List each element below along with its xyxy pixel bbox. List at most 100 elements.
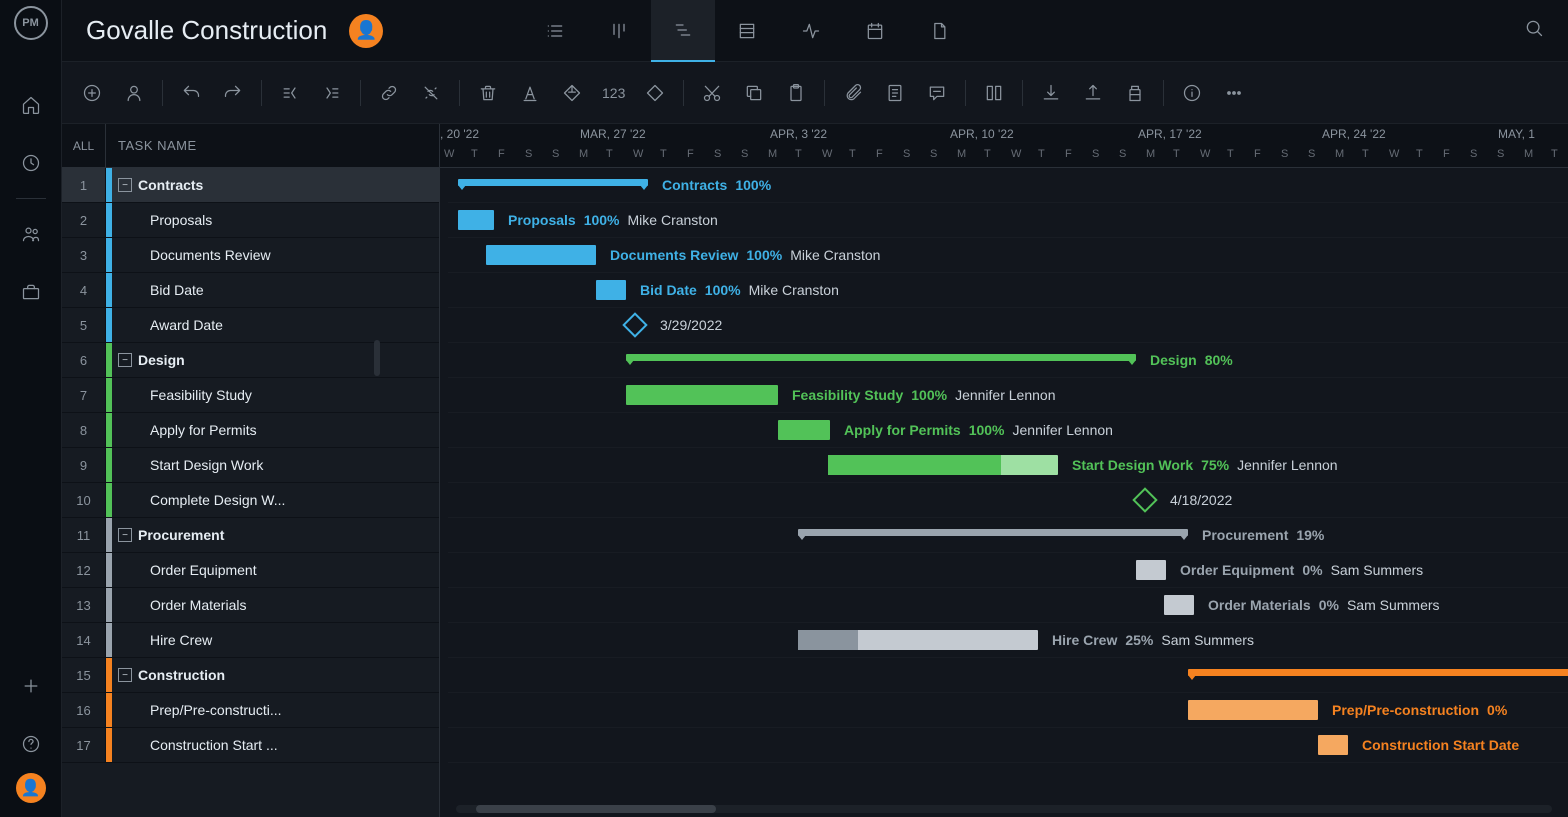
summary-bar[interactable]: .bar.summary[data-r="0"]::before{border-… — [458, 179, 648, 186]
help-icon[interactable] — [20, 733, 42, 755]
attach-icon[interactable] — [841, 81, 865, 105]
task-row[interactable]: 13 Order Materials — [62, 588, 439, 623]
summary-bar[interactable]: .bar.summary[data-r="5"]::before{border-… — [626, 354, 1136, 361]
task-bar[interactable] — [1318, 735, 1348, 755]
milestone-icon[interactable] — [622, 312, 647, 337]
task-row[interactable]: 17 Construction Start ... — [62, 728, 439, 763]
color-bar — [106, 308, 112, 342]
task-row[interactable]: 12 Order Equipment — [62, 553, 439, 588]
row-number: 9 — [62, 448, 106, 482]
gantt-row: Prep/Pre-construction0% — [448, 693, 1568, 728]
panel-resize-handle[interactable] — [374, 340, 380, 376]
horizontal-scrollbar[interactable] — [456, 805, 1552, 813]
unlink-icon[interactable] — [419, 81, 443, 105]
briefcase-icon[interactable] — [20, 281, 42, 303]
task-row[interactable]: 14 Hire Crew — [62, 623, 439, 658]
indent-icon[interactable] — [320, 81, 344, 105]
row-number: 17 — [62, 728, 106, 762]
task-row[interactable]: 9 Start Design Work — [62, 448, 439, 483]
day-label: T — [1227, 148, 1234, 160]
outdent-icon[interactable] — [278, 81, 302, 105]
paste-icon[interactable] — [784, 81, 808, 105]
color-bar — [106, 238, 112, 272]
copy-icon[interactable] — [742, 81, 766, 105]
task-bar[interactable] — [486, 245, 596, 265]
import-icon[interactable] — [1039, 81, 1063, 105]
notes-icon[interactable] — [883, 81, 907, 105]
task-row[interactable]: 10 Complete Design W... — [62, 483, 439, 518]
summary-bar[interactable]: .bar.summary[data-r="14"]::before{border… — [1188, 669, 1568, 676]
milestone-date: 4/18/2022 — [1170, 492, 1232, 508]
collapse-icon[interactable]: − — [118, 528, 132, 542]
col-all[interactable]: ALL — [62, 124, 106, 167]
task-bar[interactable] — [1164, 595, 1194, 615]
tag-icon[interactable] — [560, 81, 584, 105]
diamond-icon[interactable] — [643, 81, 667, 105]
add-task-icon[interactable] — [80, 81, 104, 105]
task-row[interactable]: 1 − Contracts — [62, 168, 439, 203]
export-icon[interactable] — [1081, 81, 1105, 105]
task-row[interactable]: 5 Award Date — [62, 308, 439, 343]
collapse-icon[interactable]: − — [118, 353, 132, 367]
task-bar[interactable] — [626, 385, 778, 405]
task-bar[interactable] — [1188, 700, 1318, 720]
toolbar-number: 123 — [602, 85, 625, 101]
add-icon[interactable] — [20, 675, 42, 697]
task-row[interactable]: 4 Bid Date — [62, 273, 439, 308]
summary-bar[interactable]: .bar.summary[data-r="10"]::before{border… — [798, 529, 1188, 536]
cut-icon[interactable] — [700, 81, 724, 105]
task-row[interactable]: 6 − Design — [62, 343, 439, 378]
view-activity-icon[interactable] — [779, 0, 843, 62]
delete-icon[interactable] — [476, 81, 500, 105]
day-label: F — [876, 148, 883, 160]
view-gantt-icon[interactable] — [651, 0, 715, 62]
bar-percent: 19% — [1296, 527, 1324, 543]
view-file-icon[interactable] — [907, 0, 971, 62]
task-bar[interactable] — [458, 210, 494, 230]
task-row[interactable]: 11 − Procurement — [62, 518, 439, 553]
print-icon[interactable] — [1123, 81, 1147, 105]
info-icon[interactable] — [1180, 81, 1204, 105]
view-sheet-icon[interactable] — [715, 0, 779, 62]
view-list-icon[interactable] — [523, 0, 587, 62]
week-label: , 20 '22 — [440, 127, 479, 141]
comment-icon[interactable] — [925, 81, 949, 105]
color-bar — [106, 378, 112, 412]
app-logo[interactable]: PM — [14, 6, 48, 40]
assign-icon[interactable] — [122, 81, 146, 105]
bar-percent: 0% — [1302, 562, 1322, 578]
more-icon[interactable] — [1222, 81, 1246, 105]
team-icon[interactable] — [20, 223, 42, 245]
redo-icon[interactable] — [221, 81, 245, 105]
columns-icon[interactable] — [982, 81, 1006, 105]
task-row[interactable]: 16 Prep/Pre-constructi... — [62, 693, 439, 728]
gantt-row: Feasibility Study100%Jennifer Lennon — [448, 378, 1568, 413]
milestone-icon[interactable] — [1132, 487, 1157, 512]
day-label: T — [849, 148, 856, 160]
task-row[interactable]: 8 Apply for Permits — [62, 413, 439, 448]
view-calendar-icon[interactable] — [843, 0, 907, 62]
task-row[interactable]: 3 Documents Review — [62, 238, 439, 273]
task-row[interactable]: 2 Proposals — [62, 203, 439, 238]
user-avatar-small[interactable]: 👤 — [16, 773, 46, 803]
home-icon[interactable] — [20, 94, 42, 116]
task-bar[interactable] — [778, 420, 830, 440]
milestone-date: 3/29/2022 — [660, 317, 722, 333]
collapse-icon[interactable]: − — [118, 178, 132, 192]
day-label: M — [768, 148, 777, 160]
task-row[interactable]: 15 − Construction — [62, 658, 439, 693]
clock-icon[interactable] — [20, 152, 42, 174]
view-board-icon[interactable] — [587, 0, 651, 62]
font-icon[interactable] — [518, 81, 542, 105]
task-bar[interactable] — [828, 455, 1058, 475]
collapse-icon[interactable]: − — [118, 668, 132, 682]
search-icon[interactable] — [1524, 18, 1544, 43]
undo-icon[interactable] — [179, 81, 203, 105]
task-bar[interactable] — [1136, 560, 1166, 580]
project-avatar[interactable]: 👤 — [349, 14, 383, 48]
task-row[interactable]: 7 Feasibility Study — [62, 378, 439, 413]
bar-label: Hire Crew — [1052, 632, 1117, 648]
task-bar[interactable] — [798, 630, 1038, 650]
task-bar[interactable] — [596, 280, 626, 300]
link-icon[interactable] — [377, 81, 401, 105]
